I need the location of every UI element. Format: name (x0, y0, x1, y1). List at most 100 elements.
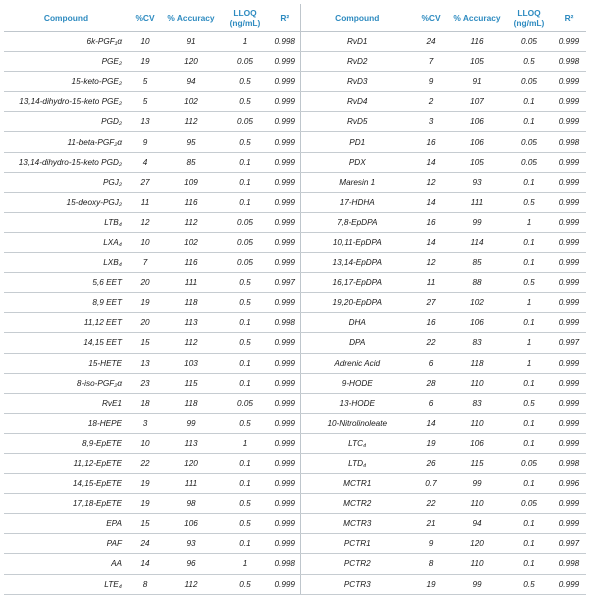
right-accuracy-cell: 110 (448, 493, 506, 515)
left-compound-cell: 15-HETE (4, 353, 128, 374)
right-r2-cell: 0.999 (552, 212, 586, 233)
left-compound-cell: 8,9-EpETE (4, 433, 128, 454)
right-lloq-cell: 1 (506, 332, 552, 354)
right-cv-cell: 27 (414, 292, 448, 314)
left-r2-cell: 0.999 (270, 152, 300, 173)
right-accuracy-cell: 111 (448, 192, 506, 213)
right-r2-cell: 0.999 (552, 71, 586, 93)
right-accuracy-cell: 115 (448, 453, 506, 475)
right-cv-cell: 26 (414, 453, 448, 475)
left-r2-cell: 0.999 (270, 453, 300, 475)
right-lloq-cell: 0.1 (506, 252, 552, 274)
right-cv-cell: 28 (414, 373, 448, 394)
right-cv-cell: 9 (414, 533, 448, 555)
right-compound-cell: PCTR3 (299, 574, 414, 595)
left-cv-cell: 7 (128, 252, 162, 274)
left-lloq-cell: 0.5 (220, 272, 270, 294)
right-lloq-cell: 0.05 (506, 453, 552, 475)
header-r2: R² (270, 4, 300, 32)
left-cv-cell: 10 (128, 433, 162, 454)
right-compound-cell: RvD5 (299, 111, 414, 133)
left-cv-cell: 9 (128, 131, 162, 153)
table-row: 8,9-EpETE 10 113 1 0.999 LTC₄ 19 106 0.1 0.999 (4, 433, 586, 454)
right-cv-cell: 6 (414, 353, 448, 374)
left-cv-cell: 20 (128, 312, 162, 334)
right-compound-cell: PD1 (299, 131, 414, 153)
left-compound-cell: 13,14-dihydro-15-keto PGD₂ (4, 152, 128, 173)
left-compound-cell: PAF (4, 533, 128, 555)
right-accuracy-cell: 105 (448, 152, 506, 173)
right-compound-cell: 9-HODE (299, 373, 414, 394)
left-compound-cell: 13,14-dihydro-15-keto PGE₂ (4, 91, 128, 113)
right-compound-cell: LTC₄ (299, 433, 414, 454)
left-r2-cell: 0.999 (270, 393, 300, 414)
left-lloq-cell: 0.1 (220, 152, 270, 173)
right-compound-cell: 16,17-EpDPA (299, 272, 414, 294)
table-row: 8-iso-PGF₂α 23 115 0.1 0.999 9-HODE 28 110 0.1 0.… (4, 373, 586, 394)
header-compound: Compound (4, 4, 128, 32)
left-r2-cell: 0.999 (270, 533, 300, 555)
right-accuracy-cell: 120 (448, 533, 506, 555)
right-cv-cell: 16 (414, 312, 448, 334)
right-r2-cell: 0.999 (552, 413, 586, 434)
right-compound-cell: DHA (299, 312, 414, 334)
left-lloq-cell: 1 (220, 553, 270, 575)
right-compound-cell: 7,8-EpDPA (299, 212, 414, 233)
header-cv: %CV (128, 4, 162, 32)
table-row: AA 14 96 1 0.998 PCTR2 8 110 0.1 0.998 (4, 553, 586, 575)
right-accuracy-cell: 106 (448, 111, 506, 133)
left-compound-cell: 5,6 EET (4, 272, 128, 294)
right-r2-cell: 0.999 (552, 393, 586, 414)
right-compound-cell: LTD₄ (299, 453, 414, 475)
left-cv-cell: 19 (128, 51, 162, 73)
right-r2-cell: 0.997 (552, 332, 586, 354)
table-row: 14,15-EpETE 19 111 0.1 0.999 MCTR1 0.7 99 0.1 0.9… (4, 473, 586, 495)
left-cv-cell: 10 (128, 31, 162, 53)
left-lloq-cell: 0.5 (220, 292, 270, 314)
table-row: 11-beta-PGF₂α 9 95 0.5 0.999 PD1 16 106 0.05 0.99… (4, 131, 586, 153)
right-cv-cell: 14 (414, 152, 448, 173)
left-accuracy-cell: 95 (162, 131, 220, 153)
right-accuracy-cell: 105 (448, 51, 506, 73)
right-r2-cell: 0.999 (552, 513, 586, 535)
left-accuracy-cell: 98 (162, 493, 220, 515)
left-compound-cell: PGE₂ (4, 51, 128, 73)
left-lloq-cell: 0.1 (220, 192, 270, 213)
left-r2-cell: 0.999 (270, 111, 300, 133)
table-row: RvE1 18 118 0.05 0.999 13-HODE 6 83 0.5 0.999 (4, 393, 586, 414)
left-compound-cell: 11-beta-PGF₂α (4, 131, 128, 153)
left-lloq-cell: 1 (220, 31, 270, 53)
right-accuracy-cell: 83 (448, 332, 506, 354)
right-lloq-cell: 0.1 (506, 232, 552, 254)
right-accuracy-cell: 83 (448, 393, 506, 414)
table-row: 17,18-EpETE 19 98 0.5 0.999 MCTR2 22 110 0.05 0.9… (4, 493, 586, 515)
validation-table: Compound %CV % Accuracy LLOQ (ng/mL) R² C… (4, 4, 586, 595)
left-cv-cell: 3 (128, 413, 162, 434)
left-accuracy-cell: 112 (162, 111, 220, 133)
right-r2-cell: 0.999 (552, 272, 586, 294)
right-r2-cell: 0.999 (552, 91, 586, 113)
right-cv-cell: 14 (414, 192, 448, 213)
table-body: 6k-PGF₁α 10 91 1 0.998 RvD1 24 116 0.05 0.999 PGE₂… (4, 31, 586, 595)
left-r2-cell: 0.999 (270, 473, 300, 495)
left-compound-cell: 17,18-EpETE (4, 493, 128, 515)
left-lloq-cell: 0.5 (220, 71, 270, 93)
table-row: 6k-PGF₁α 10 91 1 0.998 RvD1 24 116 0.05 0.999 (4, 31, 586, 53)
header-lloq: LLOQ (ng/mL) (220, 4, 270, 32)
right-lloq-cell: 0.1 (506, 91, 552, 113)
right-accuracy-cell: 93 (448, 172, 506, 193)
left-cv-cell: 12 (128, 212, 162, 233)
right-r2-cell: 0.998 (552, 131, 586, 153)
right-lloq-cell: 0.1 (506, 413, 552, 434)
right-accuracy-cell: 91 (448, 71, 506, 93)
left-compound-cell: LXA₄ (4, 232, 128, 254)
right-lloq-cell: 0.5 (506, 51, 552, 73)
right-lloq-cell: 0.1 (506, 111, 552, 133)
right-compound-cell: RvD3 (299, 71, 414, 93)
table-row: PGJ₂ 27 109 0.1 0.999 Maresin 1 12 93 0.1 0.999 (4, 172, 586, 193)
left-accuracy-cell: 96 (162, 553, 220, 575)
left-accuracy-cell: 94 (162, 71, 220, 93)
right-lloq-cell: 0.5 (506, 272, 552, 294)
right-r2-cell: 0.999 (552, 373, 586, 394)
left-lloq-cell: 0.5 (220, 493, 270, 515)
